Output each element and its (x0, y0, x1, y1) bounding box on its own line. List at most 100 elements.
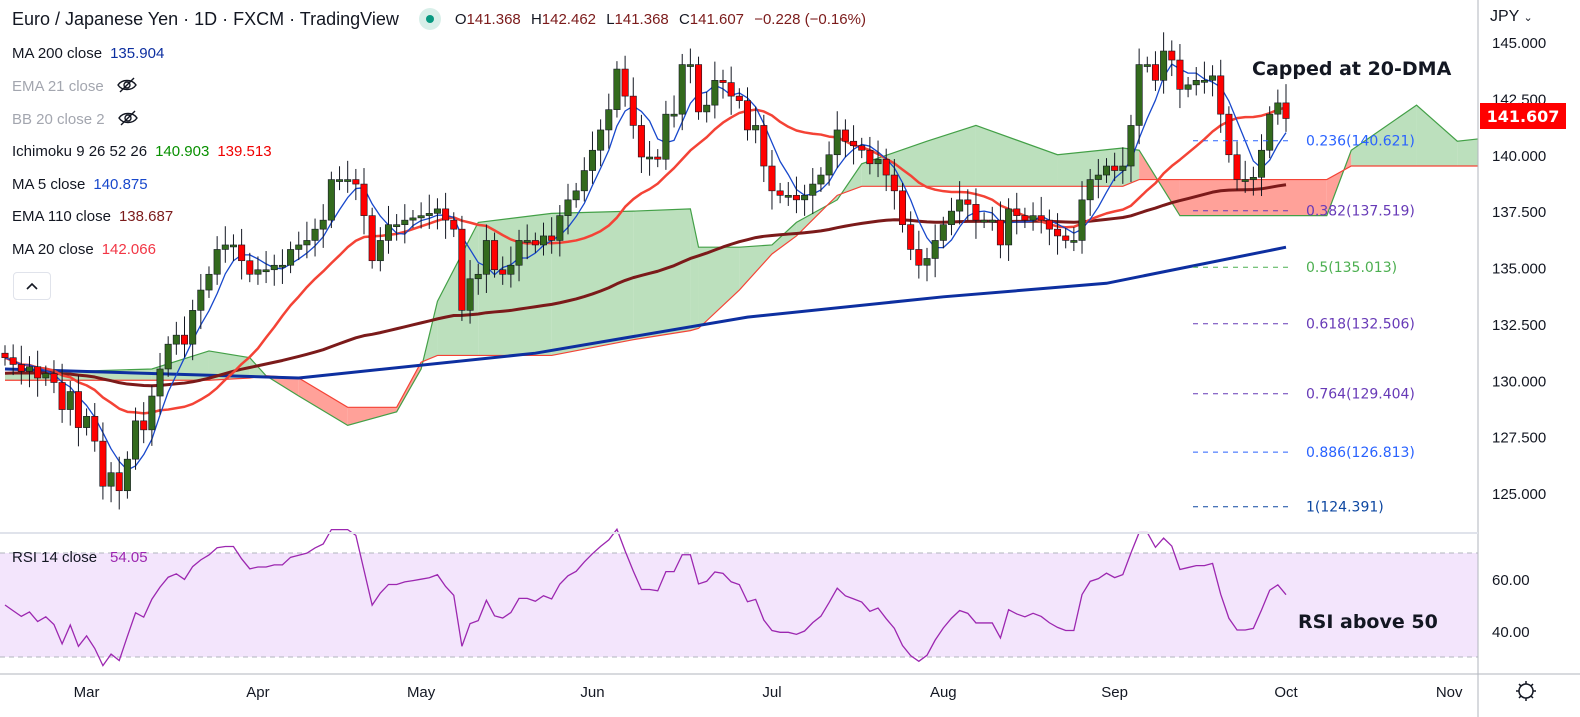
candle-body-up (401, 219, 409, 225)
candle-body-up (303, 240, 311, 246)
cloud-bullish-segment (208, 350, 250, 381)
candle (433, 198, 441, 230)
time-tick-label: Oct (1274, 684, 1298, 701)
candle-body-up (384, 224, 392, 241)
cloud-bullish-segment (551, 211, 634, 356)
candle (548, 217, 556, 254)
time-tick-label: Apr (246, 684, 269, 701)
legend-row[interactable]: Ichimoku 9 26 52 26 140.903 139.513 (12, 143, 280, 160)
candle-body-up (1274, 102, 1282, 115)
candle (768, 150, 776, 210)
candle-body-up (956, 199, 964, 212)
candle (164, 336, 172, 377)
high-label: H (530, 10, 542, 28)
candle-body-down (768, 165, 776, 192)
time-tick-label: May (407, 684, 436, 701)
candle (287, 241, 295, 274)
candle (270, 254, 278, 286)
candle (25, 356, 33, 388)
candle-body-up (801, 195, 809, 201)
candle-body-up (817, 174, 825, 185)
candle (181, 316, 189, 358)
fibonacci-retracement[interactable]: 0.236(140.621) 0.382(137.519) 0.5(135.013)… (1193, 134, 1415, 516)
legend-name: MA 5 close (12, 176, 86, 193)
legend-row[interactable]: EMA 110 close 138.687 (12, 208, 181, 225)
legend-row[interactable]: MA 20 close 142.066 (12, 241, 164, 258)
candle-body-up (262, 269, 270, 273)
legend-row[interactable]: MA 200 close 135.904 (12, 45, 172, 62)
candle-body-up (376, 240, 384, 262)
cloud-bearish-segment (347, 407, 397, 426)
legend-row[interactable]: MA 5 close 140.875 (12, 176, 156, 193)
annotation-capped: Capped at 20-DMA (1252, 58, 1452, 80)
currency-selector[interactable]: JPY ⌄ (1490, 8, 1533, 26)
candle (1200, 61, 1208, 94)
legend-value: 140.875 (93, 176, 148, 193)
candle-body-up (1094, 174, 1102, 180)
candle (629, 77, 637, 139)
candle (874, 140, 882, 178)
candle-body-down (1233, 154, 1241, 180)
candle-body-down (866, 149, 874, 165)
candle-body-down (1045, 219, 1053, 230)
candle-body-up (132, 420, 140, 460)
candle-body-up (1086, 179, 1094, 201)
candle-body-up (25, 366, 33, 372)
candle (613, 61, 621, 118)
candle-body-up (540, 235, 548, 246)
candle-body-up (931, 240, 939, 259)
legend-name: MA 200 close (12, 45, 103, 62)
legend-row[interactable]: EMA 21 close (12, 77, 138, 97)
candle-body-down (238, 244, 246, 262)
candle-body-down (776, 190, 784, 196)
candle-body-down (442, 208, 450, 221)
candle (499, 256, 507, 285)
candle-body-up (409, 217, 417, 221)
candle-body-up (66, 391, 74, 410)
legend-row[interactable]: BB 20 close 2 (12, 110, 139, 130)
candle (132, 407, 140, 470)
candle-body-up (605, 109, 613, 131)
candle (588, 131, 596, 184)
candle-body-up (213, 249, 221, 275)
candle (1282, 84, 1290, 132)
candle-body-up (686, 64, 694, 67)
candle-body-down (368, 215, 376, 262)
candle (646, 140, 654, 176)
candle-body-up (564, 199, 572, 216)
candle (1005, 198, 1013, 261)
collapse-legend-button[interactable] (13, 272, 51, 300)
settings-gear-icon[interactable] (1516, 681, 1536, 701)
candle (221, 226, 229, 263)
candle-body-up (1249, 177, 1257, 180)
candle (393, 214, 401, 241)
candle-body-up (703, 104, 711, 113)
candle (376, 227, 384, 272)
candle-body-down (858, 145, 866, 151)
eye-hidden-icon[interactable] (117, 110, 139, 130)
candle (735, 88, 743, 109)
candle-body-down (450, 219, 458, 230)
candle (809, 168, 817, 215)
candle (996, 201, 1004, 259)
candle-body-up (229, 244, 237, 248)
cloud-bullish-segment (926, 125, 976, 187)
candle (278, 249, 286, 284)
candle-body-down (964, 199, 972, 205)
candle (825, 141, 833, 186)
cloud-bullish-segment (478, 213, 552, 356)
candle (1225, 106, 1233, 163)
candle (972, 188, 980, 239)
candle-body-up (83, 416, 91, 428)
eye-hidden-icon[interactable] (116, 77, 138, 97)
candle (172, 321, 180, 355)
candle (311, 218, 319, 257)
candle (703, 91, 711, 123)
candle-body-up (588, 149, 596, 171)
candle-body-down (1217, 75, 1225, 115)
candle (295, 231, 303, 261)
symbol-title[interactable]: Euro / Japanese Yen · 1D · FXCM · Tradin… (12, 8, 399, 29)
candle (442, 192, 450, 239)
candle-body-up (270, 264, 278, 271)
